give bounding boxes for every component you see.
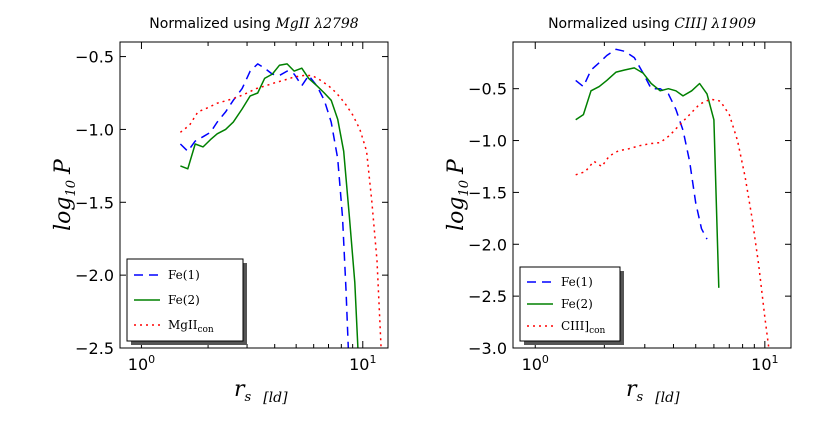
right-axes-frame [512, 41, 792, 349]
x-tick-label: 100 [128, 353, 155, 374]
series-line-1 [575, 48, 708, 240]
right-legend-label-fe1: Fe(1) [561, 275, 593, 289]
left-y-axis-label: log10P [51, 158, 79, 231]
series-line-2 [180, 63, 359, 348]
right-x-axis-label: rs [ld] [626, 377, 680, 406]
left-legend-label-mgii: MgIIcon [168, 318, 214, 335]
left-series-group [179, 63, 382, 348]
left-panel-title: Normalized using MgII λ2798 [149, 16, 359, 32]
right-y-axis-label: log10P [444, 158, 472, 231]
right-panel: Normalized using CIII] λ1909 −0.5 −1.0 −1.… [444, 16, 792, 406]
left-axes-frame [119, 41, 389, 349]
x-tick-label: 101 [751, 353, 778, 374]
left-x-axis-label: rs [ld] [234, 377, 288, 406]
y-tick-label: −2.0 [75, 266, 114, 285]
left-legend-label-fe1: Fe(1) [168, 268, 200, 282]
left-panel: Normalized using MgII λ2798 −0.5 −1.0 −1.5… [51, 16, 389, 406]
y-tick-label: −1.0 [468, 132, 507, 151]
right-legend-label-ciii: CIII]con [561, 319, 606, 336]
series-line-3 [575, 98, 770, 348]
right-y-ticks: −0.5 −1.0 −1.5 −2.0 −2.5 −3.0 [468, 80, 791, 358]
y-tick-label: −0.5 [75, 48, 114, 67]
right-legend: Fe(1) Fe(2) CIII]con [519, 266, 624, 345]
series-line-3 [179, 74, 382, 348]
y-tick-label: −1.5 [75, 193, 114, 212]
left-x-ticks: 100 101 [128, 42, 376, 374]
y-tick-label: −2.5 [75, 339, 114, 358]
right-panel-title: Normalized using CIII] λ1909 [548, 16, 756, 32]
y-tick-label: −1.0 [75, 120, 114, 139]
y-tick-label: −2.0 [468, 235, 507, 254]
y-tick-label: −3.0 [468, 339, 507, 358]
left-y-ticks: −0.5 −1.0 −1.5 −2.0 −2.5 [75, 48, 388, 358]
right-x-ticks: 100 101 [522, 42, 779, 374]
x-tick-label: 101 [349, 353, 376, 374]
left-legend: Fe(1) Fe(2) MgIIcon [126, 258, 247, 345]
left-legend-label-fe2: Fe(2) [168, 293, 200, 307]
y-tick-label: −2.5 [468, 287, 507, 306]
series-line-2 [575, 67, 720, 288]
y-tick-label: −0.5 [468, 80, 507, 99]
x-tick-label: 100 [522, 353, 549, 374]
right-series-group [575, 48, 770, 348]
y-tick-label: −1.5 [468, 183, 507, 202]
right-legend-label-fe2: Fe(2) [561, 297, 593, 311]
